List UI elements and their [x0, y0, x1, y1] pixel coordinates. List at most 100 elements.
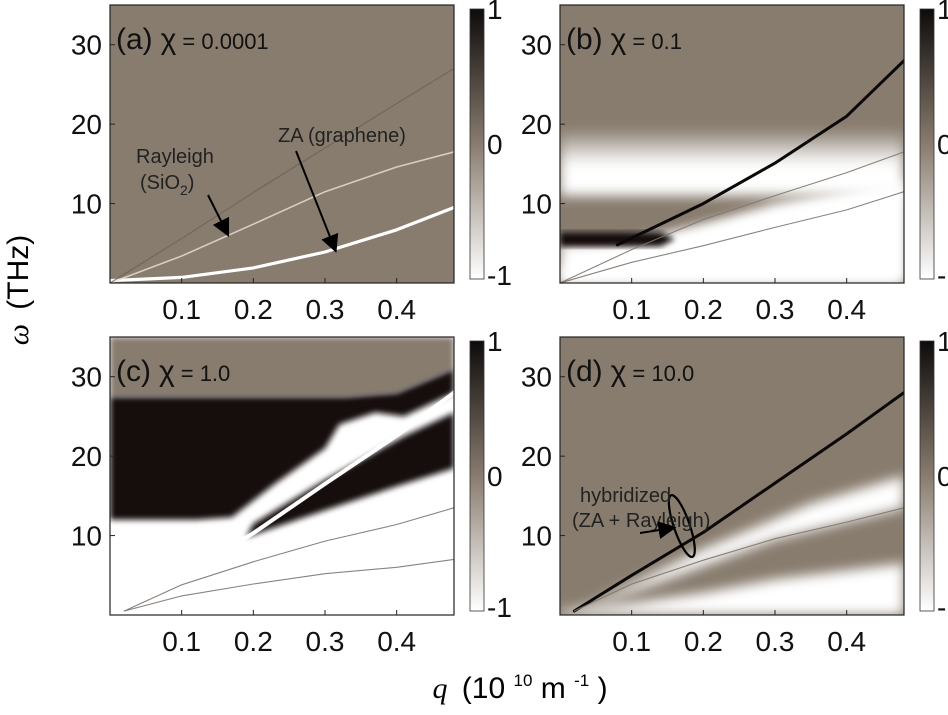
dispersion-curve	[123, 507, 454, 612]
annotation-hybridized-sub: (ZA + Rayleigh)	[572, 510, 710, 532]
colorbar	[469, 340, 485, 612]
annotation-za: ZA (graphene)	[278, 125, 406, 147]
panel-letter: (c)	[116, 355, 151, 388]
plot-background	[560, 337, 904, 615]
panel-letter: (b)	[566, 23, 603, 56]
x-tick-label: 0.4	[827, 294, 866, 325]
x-axis-unit-exp2: -1	[574, 671, 589, 690]
x-axis-unit-close: )	[598, 672, 608, 705]
annotation-part: (SiO	[140, 172, 180, 194]
panel-label: (a) χ = 0.0001	[116, 23, 269, 56]
plot-area	[560, 337, 904, 615]
colorbar-tick-label: 1	[487, 326, 503, 357]
colorbar-tick-label: 0	[937, 129, 948, 160]
x-tick-label: 0.4	[377, 626, 416, 657]
chi-value: = 0.0001	[182, 29, 268, 54]
x-axis-unit-exp1: 10	[513, 671, 532, 690]
x-tick-label: 0.4	[377, 294, 416, 325]
x-tick-label: 0.1	[612, 626, 651, 657]
chi-value: = 0.1	[632, 29, 682, 54]
x-tick-label: 0.3	[306, 626, 345, 657]
y-axis-unit: (THz)	[2, 235, 35, 310]
chi-symbol: χ	[161, 23, 177, 56]
dispersion-curve	[573, 507, 904, 612]
y-tick-label: 30	[71, 30, 102, 61]
colorbar	[919, 8, 935, 280]
chi-value: = 1.0	[181, 361, 231, 386]
y-tick-label: 10	[521, 189, 552, 220]
heat-region	[560, 563, 904, 615]
chi-symbol: χ	[611, 23, 627, 56]
colorbar-tick-label: 1	[487, 0, 503, 25]
colorbar	[919, 340, 935, 612]
heat-region	[560, 232, 675, 247]
x-tick-label: 0.2	[684, 294, 723, 325]
plot-frame	[559, 4, 905, 284]
dispersion-curve	[560, 191, 904, 283]
annotation-part: )	[188, 172, 195, 194]
dispersion-curve	[122, 390, 454, 613]
y-tick-label: 20	[521, 109, 552, 140]
panel-label: (b) χ = 0.1	[566, 23, 682, 56]
panel-letter: (d)	[566, 355, 603, 388]
y-tick-label: 30	[71, 362, 102, 393]
plot-frame	[109, 336, 455, 616]
colorbar-tick-label: 1	[937, 326, 948, 357]
chi-value: = 10.0	[632, 361, 694, 386]
dispersion-curve	[572, 391, 904, 613]
x-axis-unit-open: (10	[462, 672, 505, 705]
heat-region	[574, 476, 904, 613]
colorbar-tick-label: 0	[487, 129, 503, 160]
annotation-arrow	[207, 194, 230, 237]
colorbar-tick-label: -1	[487, 260, 512, 291]
dispersion-curve	[615, 59, 904, 247]
dispersion-curve	[110, 205, 454, 283]
x-axis-label: q (10 10 m -1 )	[432, 660, 607, 705]
y-tick-label: 10	[71, 189, 102, 220]
plot-frame	[559, 336, 905, 616]
annotation-arrow	[295, 150, 339, 253]
annotation-subscript: 2	[180, 182, 188, 198]
dispersion-curve	[560, 151, 904, 283]
plot-background	[110, 5, 454, 283]
heat-region	[246, 412, 454, 538]
y-axis-symbol: ω	[2, 324, 35, 345]
x-axis-unit-mid: m	[541, 672, 566, 705]
y-tick-label: 20	[71, 109, 102, 140]
x-tick-label: 0.1	[612, 294, 651, 325]
x-tick-label: 0.1	[162, 626, 201, 657]
annotation-arrow	[639, 521, 677, 539]
chi-symbol: χ	[159, 355, 175, 388]
colorbar-tick-label: -1	[937, 592, 948, 623]
colorbar-tick-label: -1	[487, 592, 512, 623]
x-tick-label: 0.1	[162, 294, 201, 325]
x-tick-label: 0.3	[306, 294, 345, 325]
panel-label: (c) χ = 1.0	[116, 355, 230, 388]
x-axis-symbol: q	[432, 672, 447, 705]
y-tick-label: 10	[71, 521, 102, 552]
plot-frame	[109, 4, 455, 284]
heat-region	[560, 128, 904, 196]
y-axis-label: ω (THz)	[2, 235, 35, 346]
heat-region	[110, 368, 454, 520]
y-tick-label: 10	[521, 521, 552, 552]
x-tick-label: 0.2	[234, 626, 273, 657]
x-tick-label: 0.3	[756, 294, 795, 325]
x-tick-label: 0.4	[827, 626, 866, 657]
x-tick-label: 0.2	[684, 626, 723, 657]
plot-area	[560, 5, 904, 283]
colorbar-tick-label: 0	[487, 461, 503, 492]
plot-area	[110, 337, 454, 615]
x-tick-label: 0.3	[756, 626, 795, 657]
chi-symbol: χ	[611, 355, 627, 388]
dispersion-curve	[110, 151, 454, 283]
colorbar-tick-label: -1	[937, 260, 948, 291]
panel-letter: (a)	[116, 23, 153, 56]
heat-region	[110, 337, 454, 397]
y-tick-label: 30	[521, 30, 552, 61]
